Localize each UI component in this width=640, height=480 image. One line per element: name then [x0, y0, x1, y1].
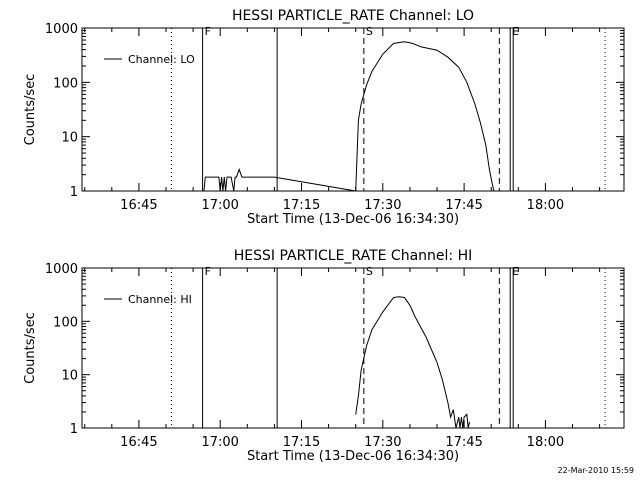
chart-title: HESSI PARTICLE_RATE Channel: LO: [232, 8, 474, 24]
event-marker-label: S: [366, 25, 373, 38]
x-tick-label: 16:45: [120, 198, 157, 213]
series-line: [355, 296, 470, 429]
x-tick-label: 18:00: [527, 198, 564, 213]
event-marker-label: E: [512, 25, 519, 38]
plot-frame: [81, 267, 625, 429]
event-marker-label: S: [366, 265, 373, 278]
y-axis-label: Counts/sec: [23, 312, 38, 384]
x-tick-label: 17:30: [364, 198, 401, 213]
y-tick-label: 10: [61, 131, 78, 146]
y-tick-label: 1000: [45, 22, 78, 37]
x-tick-label: 17:00: [201, 435, 238, 450]
y-tick-label: 1: [70, 422, 78, 437]
timestamp: 22-Mar-2010 15:59: [557, 466, 635, 475]
x-tick-label: 17:15: [283, 435, 320, 450]
chart-title: HESSI PARTICLE_RATE Channel: HI: [234, 248, 472, 264]
legend-label: Channel: HI: [128, 293, 192, 306]
y-tick-label: 100: [53, 315, 78, 330]
x-tick-label: 18:00: [527, 435, 564, 450]
y-tick-label: 100: [53, 76, 78, 91]
event-marker-label: F: [205, 25, 211, 38]
y-tick-label: 10: [61, 369, 78, 384]
y-tick-label: 1: [70, 185, 78, 200]
legend-label: Channel: LO: [128, 53, 195, 66]
x-axis-label: Start Time (13-Dec-06 16:34:30): [247, 212, 459, 227]
x-tick-label: 17:30: [364, 435, 401, 450]
event-marker-label: F: [205, 265, 211, 278]
x-tick-label: 17:45: [445, 198, 482, 213]
y-axis-label: Counts/sec: [23, 74, 38, 146]
x-tick-label: 17:00: [201, 198, 238, 213]
y-tick-label: 1000: [45, 262, 78, 277]
x-axis-label: Start Time (13-Dec-06 16:34:30): [247, 449, 459, 464]
series-line: [203, 41, 495, 192]
x-tick-label: 17:45: [445, 435, 482, 450]
event-marker-label: E: [512, 265, 519, 278]
x-tick-label: 17:15: [283, 198, 320, 213]
x-tick-label: 16:45: [120, 435, 157, 450]
